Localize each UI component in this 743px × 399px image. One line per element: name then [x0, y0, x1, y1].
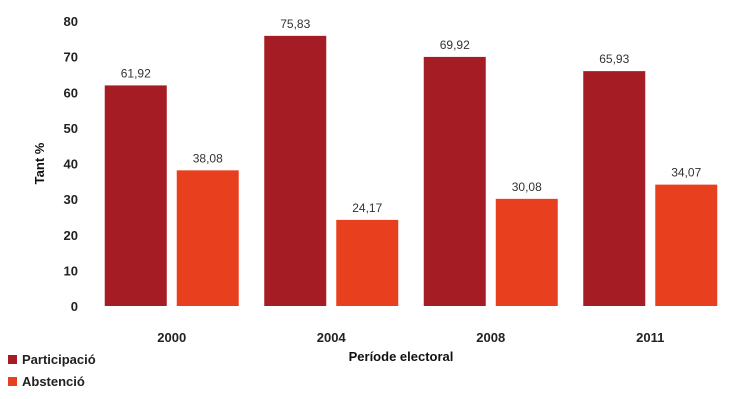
y-tick-label: 0 [71, 299, 78, 314]
data-label: 65,93 [599, 52, 629, 66]
x-axis-title: Període electoral [349, 349, 454, 364]
y-tick-label: 50 [64, 121, 78, 136]
bar-abstencio-2008 [496, 199, 558, 306]
bar-participacio-2004 [264, 36, 326, 306]
data-label: 30,08 [512, 180, 542, 194]
legend: Participació Abstenció [8, 348, 96, 392]
y-axis-title: Tant % [32, 142, 47, 184]
legend-swatch-abstencio [8, 377, 17, 386]
data-label: 24,17 [352, 201, 382, 215]
y-tick-label: 40 [64, 157, 78, 172]
legend-label-abstencio: Abstenció [22, 374, 85, 389]
legend-swatch-participacio [8, 355, 17, 364]
bar-abstencio-2011 [655, 185, 717, 306]
data-label: 75,83 [280, 17, 310, 31]
x-axis: 2000 2004 2008 2011 [157, 330, 664, 345]
bars-group [105, 36, 718, 306]
bar-abstencio-2000 [177, 170, 239, 306]
y-axis: 0 10 20 30 40 50 60 70 80 [64, 14, 78, 314]
legend-item-abstencio: Abstenció [8, 370, 96, 392]
data-label: 38,08 [193, 151, 223, 165]
data-label: 34,07 [671, 166, 701, 180]
x-tick-label: 2011 [636, 330, 664, 345]
x-tick-label: 2004 [317, 330, 347, 345]
y-tick-label: 70 [64, 50, 78, 65]
bar-abstencio-2004 [336, 220, 398, 306]
y-tick-label: 30 [64, 192, 78, 207]
legend-item-participacio: Participació [8, 348, 96, 370]
bar-participacio-2011 [583, 71, 645, 306]
data-label: 69,92 [440, 38, 470, 52]
y-tick-label: 20 [64, 228, 78, 243]
y-tick-label: 10 [64, 263, 78, 278]
data-label: 61,92 [121, 66, 151, 80]
bar-participacio-2008 [424, 57, 486, 306]
x-tick-label: 2008 [476, 330, 505, 345]
x-tick-label: 2000 [157, 330, 186, 345]
bar-participacio-2000 [105, 85, 167, 306]
y-tick-label: 80 [64, 14, 78, 29]
legend-label-participacio: Participació [22, 352, 96, 367]
y-tick-label: 60 [64, 85, 78, 100]
